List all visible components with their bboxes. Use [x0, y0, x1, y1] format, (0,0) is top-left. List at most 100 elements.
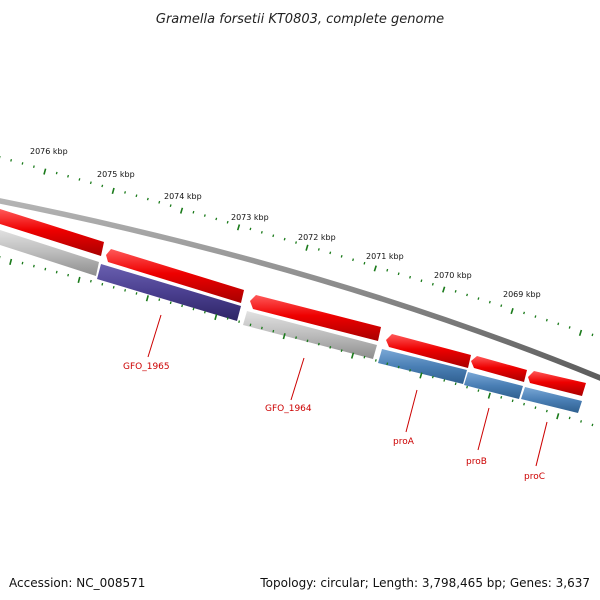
outer-scale-minor-tick [295, 241, 298, 244]
outer-scale-minor-tick [260, 231, 263, 234]
forward-cds-feature[interactable] [106, 249, 244, 303]
inner-scale-major-tick [9, 258, 13, 266]
inner-scale-major-tick [214, 313, 218, 321]
inner-scale-minor-tick [238, 320, 241, 323]
outer-scale-minor-tick [534, 315, 537, 318]
forward-cds-feature[interactable] [471, 356, 527, 382]
gene-label-gfo-1965[interactable]: GFO_1965 [123, 362, 170, 372]
inner-scale-minor-tick [203, 310, 206, 314]
inner-scale-minor-tick [329, 346, 332, 349]
inner-scale-minor-tick [306, 339, 309, 343]
scale-label-2075: 2075 kbp [97, 170, 135, 179]
scale-label-2074: 2074 kbp [164, 192, 202, 201]
genome-summary-text: Topology: circular; Length: 3,798,465 bp… [259, 576, 590, 590]
scale-label-2076: 2076 kbp [30, 147, 68, 156]
forward-cds-feature[interactable] [0, 209, 104, 256]
outer-scale-minor-tick [272, 234, 275, 238]
inner-scale-minor-tick [89, 279, 92, 283]
outer-scale-major-tick [510, 307, 514, 315]
inner-scale-minor-tick [545, 409, 548, 413]
outer-scale-minor-tick [568, 326, 571, 329]
outer-scale-ticks [0, 156, 594, 337]
inner-scale-minor-tick [67, 273, 70, 277]
inner-scale-minor-tick [32, 264, 35, 268]
inner-scale-minor-tick [169, 301, 172, 305]
inner-scale-minor-tick [135, 292, 138, 295]
outer-scale-major-tick [111, 187, 115, 195]
inner-scale-minor-tick [192, 307, 195, 311]
inner-scale-minor-tick [295, 336, 298, 339]
inner-scale-minor-tick [511, 399, 514, 403]
outer-scale-minor-tick [10, 159, 13, 162]
outer-scale-minor-tick [32, 165, 35, 168]
inner-scale-major-tick [419, 372, 423, 379]
inner-scale-minor-tick [317, 342, 320, 346]
scale-label-2072: 2072 kbp [298, 233, 336, 242]
outer-scale-minor-tick [431, 282, 434, 286]
outer-scale-minor-tick [352, 258, 355, 262]
outer-scale-minor-tick [89, 181, 92, 185]
outer-scale-minor-tick [363, 261, 366, 265]
forward-cds-feature[interactable] [528, 371, 586, 396]
outer-scale-minor-tick [101, 184, 104, 188]
inner-scale-minor-tick [249, 323, 252, 327]
inner-scale-major-tick [487, 392, 491, 399]
outer-scale-minor-tick [557, 322, 560, 326]
untitled-feature[interactable] [0, 229, 99, 276]
leader-line-gfo-1965 [147, 314, 162, 358]
reverse-strand-features [0, 229, 582, 413]
inner-scale-ticks [0, 256, 594, 427]
outer-scale-minor-tick [146, 197, 149, 201]
outer-scale-major-tick [43, 168, 47, 175]
inner-scale-minor-tick [466, 385, 469, 389]
gene-feature-prob[interactable] [464, 372, 523, 399]
leader-line-prob [477, 407, 490, 451]
forward-cds-feature[interactable] [250, 295, 381, 341]
outer-scale-major-tick [578, 329, 583, 336]
inner-scale-minor-tick [363, 355, 366, 359]
outer-scale-major-tick [373, 265, 377, 272]
leader-line-proa [405, 389, 418, 433]
inner-scale-minor-tick [431, 375, 434, 379]
forward-strand-features [0, 209, 586, 396]
inner-scale-minor-tick [534, 406, 537, 409]
genome-backbone [0, 198, 600, 381]
outer-scale-minor-tick [169, 204, 172, 207]
outer-scale-minor-tick [215, 217, 218, 221]
gene-label-gfo-1964[interactable]: GFO_1964 [265, 404, 312, 414]
inner-scale-minor-tick [124, 289, 127, 292]
inner-scale-minor-tick [181, 304, 184, 308]
gene-feature-proa[interactable] [378, 349, 467, 384]
inner-scale-minor-tick [374, 359, 377, 362]
outer-scale-minor-tick [192, 210, 195, 214]
outer-scale-minor-tick [158, 200, 161, 204]
outer-scale-minor-tick [226, 220, 229, 224]
inner-scale-minor-tick [226, 317, 229, 320]
gene-feature-gfo-1964[interactable] [243, 311, 377, 359]
outer-scale-major-tick [305, 244, 309, 251]
gene-label-prob[interactable]: proB [466, 457, 487, 467]
outer-scale-minor-tick [55, 171, 58, 175]
gene-label-proc[interactable]: proC [524, 472, 545, 482]
inner-scale-minor-tick [260, 326, 263, 330]
outer-scale-major-tick [236, 224, 241, 231]
outer-scale-minor-tick [397, 272, 400, 276]
outer-scale-minor-tick [67, 174, 70, 178]
gene-feature-proc[interactable] [521, 387, 582, 413]
inner-scale-minor-tick [386, 362, 389, 366]
gene-leader-lines [147, 314, 548, 467]
inner-scale-minor-tick [591, 423, 594, 427]
inner-scale-major-tick [350, 352, 355, 359]
leader-line-proc [535, 421, 548, 467]
inner-scale-minor-tick [158, 298, 161, 301]
inner-scale-major-tick [282, 333, 286, 340]
outer-scale-minor-tick [454, 290, 457, 293]
outer-scale-minor-tick [249, 227, 252, 231]
gene-label-proa[interactable]: proA [393, 437, 415, 447]
inner-scale-minor-tick [101, 282, 104, 286]
forward-cds-feature[interactable] [386, 334, 471, 368]
outer-scale-minor-tick [409, 275, 412, 279]
gene-feature-gfo-1965[interactable] [97, 264, 241, 321]
outer-scale-minor-tick [466, 293, 469, 297]
